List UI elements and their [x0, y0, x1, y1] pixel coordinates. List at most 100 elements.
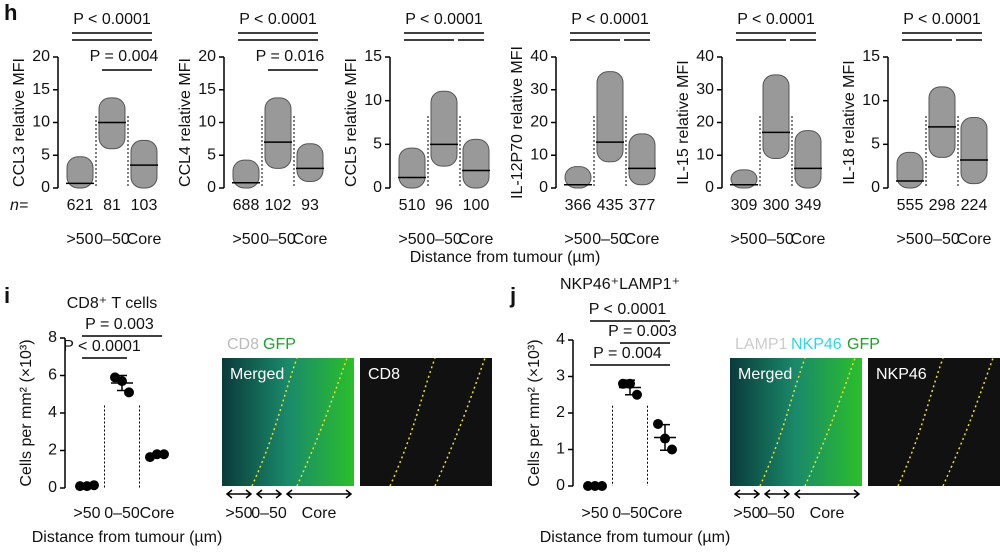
image-label: NKP46 — [876, 366, 927, 383]
y-tick-label: 0 — [556, 477, 565, 494]
legend-entry: GFP — [847, 336, 880, 353]
y-tick-label: 20 — [530, 114, 548, 131]
x-tick-label: >50 — [398, 231, 425, 248]
swarm — [730, 169, 758, 189]
x-tick-label: 0–50 — [94, 231, 130, 248]
arrow — [763, 489, 791, 499]
n-count: 366 — [565, 197, 592, 214]
micrograph — [730, 358, 862, 486]
y-tick-label: 15 — [32, 81, 50, 98]
p-value: P = 0.003 — [85, 316, 154, 333]
region-label: Core — [302, 505, 337, 522]
y-tick-label: 4 — [556, 331, 565, 348]
data-point — [618, 378, 628, 389]
x-tick-label: Core — [293, 231, 328, 248]
y-tick-label: 3 — [556, 368, 565, 385]
x-tick-label: >50 — [73, 505, 100, 522]
error-bar — [152, 452, 162, 458]
y-axis-label: CCL4 relative MFI — [177, 58, 194, 187]
arrow — [285, 489, 353, 499]
x-tick-label: 0–50 — [924, 231, 960, 248]
x-tick-label: 0–50 — [758, 231, 794, 248]
swarm — [98, 97, 126, 150]
p-value: P = 0.004 — [593, 345, 662, 362]
x-tick-label: Core — [140, 505, 175, 522]
y-tick-label: 4 — [48, 404, 57, 421]
boundary — [897, 357, 994, 487]
y-tick-label: 10 — [364, 92, 382, 109]
x-tick-label: Core — [791, 231, 826, 248]
x-tick-label: >50 — [232, 231, 259, 248]
y-tick-label: 0 — [373, 179, 382, 196]
x-tick-label: Core — [957, 231, 992, 248]
y-tick-label: 10 — [862, 92, 880, 109]
x-tick-label: 0–50 — [592, 231, 628, 248]
p-value: P < 0.0001 — [571, 11, 649, 28]
legend-entry: LAMP1 — [735, 336, 788, 353]
x-tick-label: 0–50 — [612, 505, 648, 522]
legend-entry: CD8 — [227, 336, 259, 353]
panel-letter: h — [4, 0, 17, 25]
p-value: P < 0.0001 — [405, 11, 483, 28]
n-count: 688 — [233, 197, 260, 214]
y-tick-label: 20 — [32, 48, 50, 65]
swarm — [232, 159, 260, 189]
data-point — [667, 444, 677, 455]
y-tick-label: 30 — [696, 81, 714, 98]
y-axis-label: Cells per mm² (×10³) — [526, 339, 543, 486]
x-tick-label: >50 — [564, 231, 591, 248]
y-tick-label: 0 — [207, 179, 216, 196]
p-value: P < 0.0001 — [589, 301, 667, 318]
region-label: Core — [810, 505, 845, 522]
x-tick-label: 0–50 — [426, 231, 462, 248]
y-axis-label: Cells per mm² (×10³) — [18, 339, 35, 486]
n-count: 435 — [597, 197, 624, 214]
image-label: Merged — [738, 366, 792, 383]
y-tick-label: 8 — [48, 329, 57, 346]
y-tick-label: 0 — [41, 179, 50, 196]
n-count: 349 — [795, 197, 822, 214]
y-tick-label: 15 — [364, 48, 382, 65]
y-tick-label: 1 — [556, 441, 565, 458]
data-point — [124, 387, 134, 398]
swarm — [430, 90, 458, 167]
x-tick-label: 0–50 — [260, 231, 296, 248]
swarm — [130, 139, 158, 189]
n-count: 96 — [435, 197, 453, 214]
y-axis-label: IL-12P70 relative MFI — [509, 46, 526, 199]
y-tick-label: 10 — [530, 146, 548, 163]
swarm — [66, 156, 94, 189]
y-axis-label: IL-15 relative MFI — [675, 60, 692, 184]
y-tick-label: 0 — [871, 179, 880, 196]
region-label: 0–50 — [251, 505, 287, 522]
image-label: CD8 — [368, 366, 400, 383]
y-tick-label: 40 — [696, 48, 714, 65]
p-value: P = 0.016 — [256, 48, 325, 65]
y-axis-label: IL-18 relative MFI — [841, 60, 858, 184]
y-tick-label: 20 — [198, 48, 216, 65]
boundary — [389, 357, 486, 487]
swarm — [960, 117, 988, 185]
n-count: 100 — [463, 197, 490, 214]
region-label: 0–50 — [759, 505, 795, 522]
x-tick-label: >50 — [66, 231, 93, 248]
chart-title: NKP46⁺LAMP1⁺ — [560, 276, 680, 293]
micrograph — [222, 358, 354, 486]
x-tick-label: Core — [625, 231, 660, 248]
n-count: 377 — [629, 197, 656, 214]
p-value: P = 0.003 — [608, 323, 677, 340]
n-count: 510 — [399, 197, 426, 214]
p-value: P < 0.0001 — [73, 11, 151, 28]
n-count: 103 — [131, 197, 158, 214]
chart-title: CD8⁺ T cells — [67, 295, 158, 312]
swarm — [794, 130, 822, 189]
error-bar — [82, 484, 92, 488]
image-label: Merged — [230, 366, 284, 383]
x-tick-label: Core — [459, 231, 494, 248]
legend-entry: NKP46 — [791, 336, 842, 353]
p-value: P < 0.0001 — [63, 338, 141, 355]
p-value: P = 0.004 — [90, 48, 159, 65]
y-tick-label: 5 — [871, 136, 880, 153]
swarm — [296, 143, 324, 182]
